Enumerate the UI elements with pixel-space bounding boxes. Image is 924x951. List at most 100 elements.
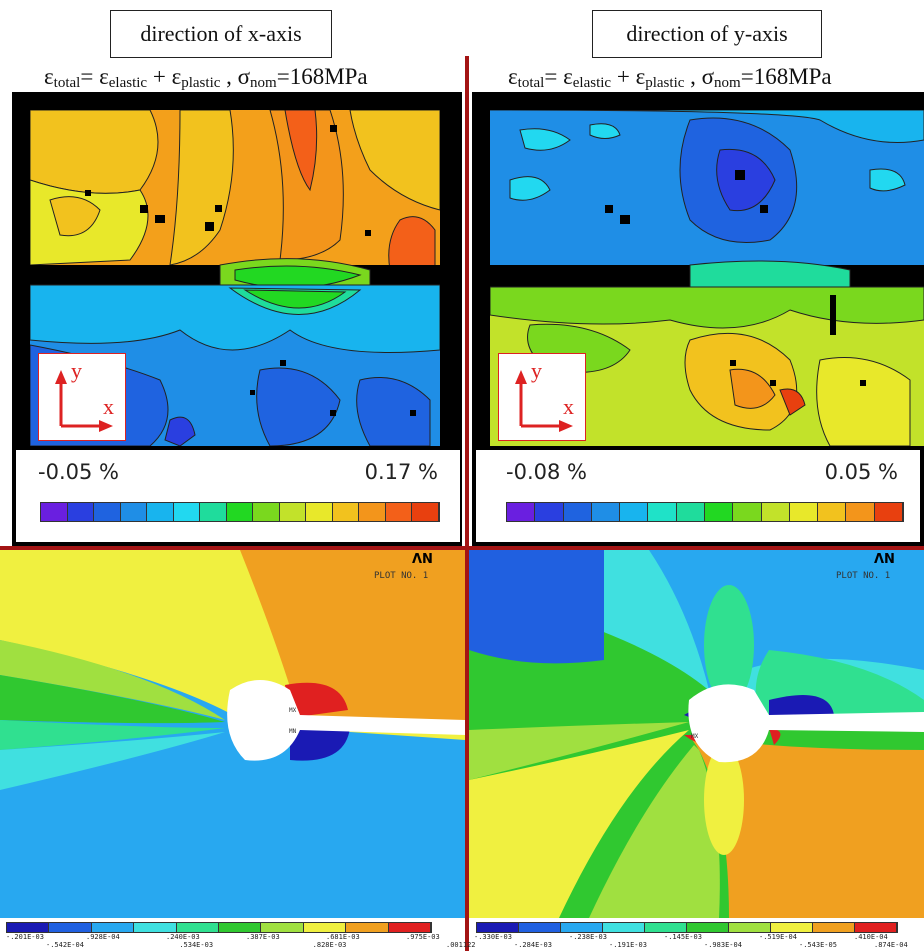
x-axis-title-box: direction of x-axis [110,10,332,58]
right-legend-swatch [761,503,790,521]
mx-marker-right: MX [691,733,699,740]
fea-legend-value: -.191E-03 [609,941,647,949]
right-legend-swatch [789,503,819,521]
left-fea-legend-swatch [7,923,50,932]
plot-number-left: PLOT NO. 1 [374,571,429,581]
fea-legend-value: .928E-04 [86,933,120,941]
left-legend: -0.05 % 0.17 % [16,450,460,542]
right-fea-legend-swatch [603,923,645,932]
right-fea-contour-plot [469,550,924,918]
fea-legend-value: .975E-03 [406,933,440,941]
right-legend-swatch [846,503,875,521]
left-legend-max: 0.17 % [364,460,438,484]
left-fea-legend-swatch [261,923,304,932]
fea-legend-value: -.543E-05 [799,941,837,949]
right-legend-swatch [620,503,649,521]
left-color-bar [40,502,440,522]
left-fea-legend-swatch [49,923,92,932]
left-fea-legend-swatch [134,923,177,932]
left-legend-swatch [359,503,386,521]
right-fea-legend-swatch [645,923,687,932]
right-fea-legend-swatch [771,923,813,932]
right-legend-swatch [535,503,564,521]
fea-legend-value: -.145E-03 [664,933,702,941]
fea-legend-value: .534E-03 [179,941,214,949]
right-color-bar [506,502,904,522]
left-legend-swatch [226,503,254,521]
y-axis-title-box: direction of y-axis [592,10,822,58]
fea-legend-value: .001122 [446,941,476,949]
formula-left: εtotal= εelastic + εplastic , σnom=168MP… [44,64,368,91]
mx-marker-left: MX [289,707,297,714]
left-legend-swatch [412,503,439,521]
right-legend-swatch [507,503,536,521]
fea-legend-value: -.284E-03 [514,941,552,949]
axis-indicator-left: y x [38,353,126,441]
right-legend-max: 0.05 % [824,460,898,484]
left-legend-min: -0.05 % [38,460,119,484]
fea-legend-value: -.238E-03 [569,933,607,941]
right-legend-swatch [818,503,847,521]
right-legend-swatch [704,503,734,521]
left-fea-legend-swatch [219,923,262,932]
vertical-divider [465,56,469,951]
right-fea-legend-swatch [729,923,771,932]
right-fea-legend-swatch [477,923,519,932]
right-legend-swatch [874,503,903,521]
horizontal-divider [0,546,924,550]
right-legend-swatch [648,503,677,521]
mn-marker-left: MN [289,728,297,735]
left-legend-swatch [173,503,201,521]
right-strain-contour-map [490,110,924,446]
right-fea-legend-swatch [687,923,729,932]
axis-arrows-icon [55,370,113,432]
axis-y-label: y [531,358,542,383]
right-fea-legend-swatch [561,923,603,932]
left-fea-color-bar [6,922,432,933]
fea-legend-value: -.201E-03 [6,933,44,941]
right-legend-swatch [591,503,621,521]
left-legend-swatch [306,503,333,521]
left-fea-legend-swatch [91,923,135,932]
left-legend-swatch [385,503,413,521]
fea-legend-value: -.519E-04 [759,933,797,941]
left-legend-swatch [200,503,227,521]
left-fea-legend-swatch [346,923,389,932]
fea-legend-value: .681E-03 [326,933,360,941]
right-fea-legend-swatch [855,923,897,932]
left-legend-swatch [279,503,307,521]
fea-legend-value: .410E-04 [854,933,888,941]
axis-y-label: y [71,358,82,383]
left-legend-swatch [253,503,280,521]
right-legend-min: -0.08 % [506,460,587,484]
formula-right: εtotal= εelastic + εplastic , σnom=168MP… [508,64,832,91]
axis-x-label: x [563,394,574,419]
right-fea-legend-swatch [813,923,855,932]
axis-arrows-icon [515,370,573,432]
left-legend-swatch [120,503,148,521]
fea-legend-value: -.542E-04 [46,941,84,949]
fea-legend-value: -.330E-03 [474,933,512,941]
ansys-logo-left: ΛN [412,552,433,567]
left-fea-legend-swatch [303,923,347,932]
x-axis-title: direction of x-axis [140,21,302,46]
right-legend-swatch [676,503,705,521]
fea-legend-value: .828E-03 [312,941,347,949]
right-fea-legend-swatch [519,923,561,932]
axis-x-label: x [103,394,114,419]
fea-legend-value: -.983E-04 [704,941,742,949]
right-fea-color-bar [476,922,898,933]
fea-legend-value: .874E-04 [874,941,908,949]
left-fea-contour-plot [0,550,465,918]
left-legend-swatch [94,503,121,521]
y-axis-title: direction of y-axis [626,21,788,46]
plot-number-right: PLOT NO. 1 [836,571,891,581]
left-legend-swatch [41,503,68,521]
right-legend-swatch [563,503,592,521]
left-fea-legend-swatch [176,923,220,932]
right-legend-swatch [733,503,762,521]
ansys-logo-right: ΛN [874,552,895,567]
axis-indicator-right: y x [498,353,586,441]
left-fea-legend-swatch [388,923,432,932]
fea-legend-value: .240E-03 [166,933,200,941]
